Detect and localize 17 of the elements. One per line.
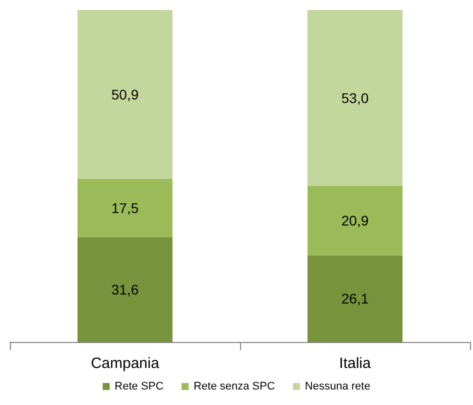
data-label: 53,0: [341, 90, 369, 106]
bar: [308, 255, 402, 342]
data-label: 17,5: [111, 200, 139, 216]
x-tick-label: Campania: [90, 355, 160, 372]
data-label: 26,1: [341, 290, 369, 307]
bar: [308, 10, 402, 186]
bar: [78, 10, 172, 179]
data-label: 31,6: [111, 282, 139, 298]
x-tick-label: Italia: [339, 355, 372, 372]
legend-label: Rete SPC: [114, 380, 164, 392]
bar: [78, 237, 172, 342]
data-label: 20,9: [341, 212, 369, 229]
bar: [308, 186, 402, 256]
bar: [78, 178, 172, 238]
legend-label: Rete senza SPC: [194, 380, 275, 392]
data-label: 50,9: [111, 86, 139, 102]
legend-label: Nessuna rete: [304, 380, 370, 392]
